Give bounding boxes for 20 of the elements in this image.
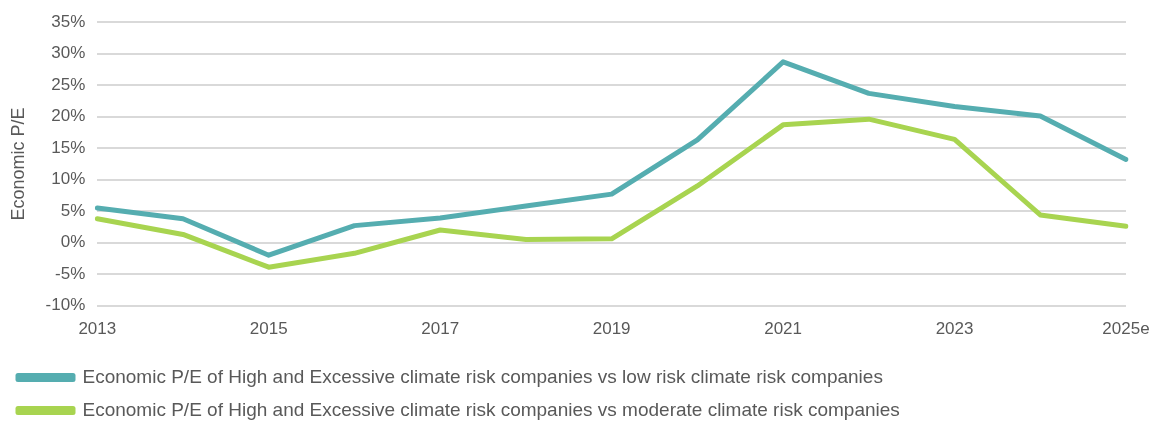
y-tick-label: 0% xyxy=(60,232,86,252)
x-tick-label: 2025e xyxy=(1102,319,1150,339)
y-tick-label: -5% xyxy=(55,263,86,283)
y-tick-label: 30% xyxy=(51,43,86,63)
y-axis-title: Economic P/E xyxy=(7,107,28,221)
legend-label: Economic P/E of High and Excessive climate risk companies vs moderate climate risk companies xyxy=(82,398,900,420)
y-tick-label: 15% xyxy=(51,137,86,157)
legend-label: Economic P/E of High and Excessive climate risk companies vs low risk climate risk companies xyxy=(82,365,883,387)
x-tick-label: 2019 xyxy=(592,319,631,339)
x-tick-label: 2023 xyxy=(935,319,974,339)
y-tick-label: -10% xyxy=(45,295,86,315)
y-tick-label: 35% xyxy=(51,11,86,31)
x-tick-label: 2021 xyxy=(764,319,803,339)
x-tick-label: 2017 xyxy=(421,319,460,339)
y-tick-label: 25% xyxy=(51,74,86,94)
x-tick-label: 2015 xyxy=(249,319,288,339)
y-tick-label: 5% xyxy=(60,200,86,220)
x-tick-label: 2013 xyxy=(78,319,117,339)
y-tick-label: 10% xyxy=(51,169,86,189)
y-tick-label: 20% xyxy=(51,106,86,126)
